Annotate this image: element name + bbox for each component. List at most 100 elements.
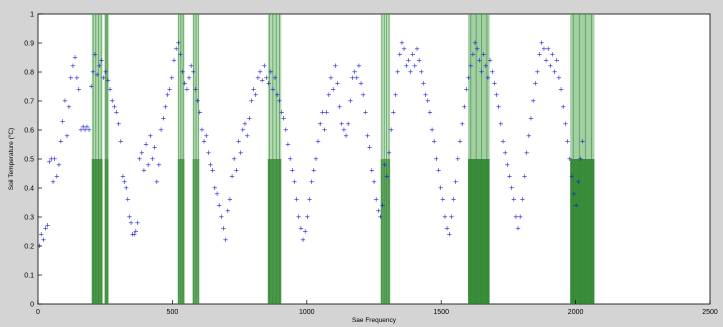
data-point: + (236, 138, 242, 146)
data-point: + (341, 126, 347, 134)
data-point: + (218, 213, 224, 221)
data-point: + (468, 62, 474, 70)
highlight-band-lower (570, 159, 595, 304)
data-point: + (72, 54, 78, 62)
data-point: + (335, 80, 341, 88)
data-point: + (266, 80, 272, 88)
data-point: + (96, 62, 102, 70)
data-point: + (481, 51, 487, 59)
data-point: + (328, 74, 334, 82)
y-tick-label: 0.4 (24, 186, 34, 193)
highlight-band-lower (177, 159, 185, 304)
highlight-band-lower (267, 159, 282, 304)
data-point: + (427, 109, 433, 117)
data-point: + (556, 74, 562, 82)
data-point: + (446, 230, 452, 238)
y-tick-label: 0.1 (24, 273, 34, 280)
data-point: + (491, 80, 497, 88)
y-tick-label: 0.6 (24, 128, 34, 135)
data-point: + (358, 80, 364, 88)
data-point: + (298, 225, 304, 233)
data-point: + (162, 103, 168, 111)
highlight-band-lower (468, 159, 490, 304)
data-point: + (52, 155, 58, 163)
data-point: + (279, 109, 285, 117)
data-point: + (371, 178, 377, 186)
data-point: + (238, 149, 244, 157)
data-point: + (578, 155, 584, 163)
data-point: + (558, 85, 564, 93)
data-point: + (246, 114, 252, 122)
data-point: + (539, 39, 545, 47)
data-point: + (350, 74, 356, 82)
data-point: + (393, 91, 399, 99)
x-tick-label: 2500 (702, 309, 718, 316)
data-point: + (425, 97, 431, 105)
data-point: + (145, 161, 151, 169)
data-point: + (147, 132, 153, 140)
data-point: + (347, 97, 353, 105)
data-point: + (173, 45, 179, 53)
data-point: + (507, 172, 513, 180)
data-point: + (88, 83, 94, 91)
data-point: + (324, 109, 330, 117)
data-point: + (43, 225, 49, 233)
data-point: + (317, 120, 323, 128)
data-point: + (240, 126, 246, 134)
data-point: + (354, 74, 360, 82)
data-point: + (408, 68, 414, 76)
data-point: + (261, 62, 267, 70)
highlight-band-lower (104, 159, 109, 304)
data-point: + (378, 213, 384, 221)
data-point: + (311, 167, 317, 175)
data-point: + (509, 184, 515, 192)
data-point: + (143, 141, 149, 149)
data-point: + (78, 126, 84, 134)
data-point: + (315, 138, 321, 146)
plot-area (37, 13, 711, 305)
y-axis-label: Soil Temperature (°C) (7, 128, 15, 190)
data-point: + (464, 85, 470, 93)
data-point: + (500, 138, 506, 146)
data-point: + (80, 123, 86, 131)
data-point: + (158, 126, 164, 134)
data-point: + (423, 91, 429, 99)
data-point: + (580, 138, 586, 146)
data-point: + (56, 161, 62, 169)
data-point: + (184, 85, 190, 93)
data-point: + (193, 85, 199, 93)
data-point: + (309, 178, 315, 186)
data-point: + (431, 138, 437, 146)
data-point: + (130, 230, 136, 238)
data-point: + (384, 172, 390, 180)
data-point: + (101, 74, 107, 82)
data-point: + (152, 143, 158, 151)
data-point: + (116, 120, 122, 128)
data-point: + (438, 184, 444, 192)
data-points: ++++++++++++++++++++++++++++++++++++++++… (36, 39, 585, 250)
data-point: + (390, 109, 396, 117)
data-point: + (38, 230, 44, 238)
data-point: + (519, 196, 525, 204)
data-point: + (214, 190, 220, 198)
data-point: + (276, 97, 282, 105)
data-point: + (244, 132, 250, 140)
data-point: + (50, 178, 56, 186)
data-point: + (330, 85, 336, 93)
data-point: + (66, 103, 72, 111)
data-point: + (137, 155, 143, 163)
data-point: + (388, 126, 394, 134)
data-point: + (210, 167, 216, 175)
x-tick-label: 2000 (568, 309, 584, 316)
data-point: + (433, 155, 439, 163)
data-point: + (487, 56, 493, 64)
data-point: + (105, 77, 111, 85)
data-point: + (223, 236, 229, 244)
data-point: + (135, 219, 141, 227)
data-point: + (216, 201, 222, 209)
data-point: + (49, 155, 55, 163)
data-point: + (496, 103, 502, 111)
data-point: + (70, 62, 76, 70)
data-point: + (233, 167, 239, 175)
